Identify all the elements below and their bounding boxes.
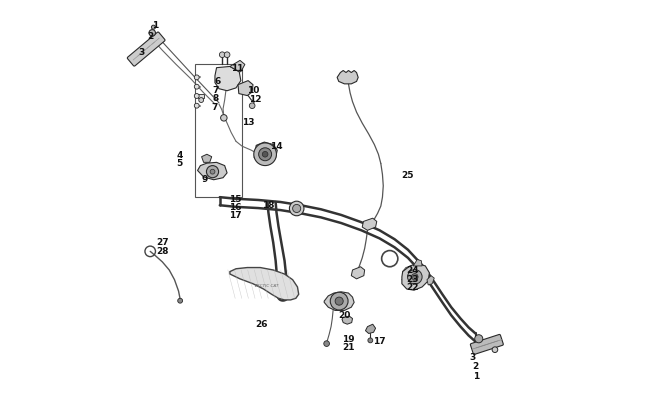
Polygon shape <box>337 71 358 85</box>
Text: 13: 13 <box>242 117 255 126</box>
Circle shape <box>220 53 225 58</box>
Circle shape <box>207 166 218 178</box>
Polygon shape <box>230 61 245 72</box>
Circle shape <box>194 94 199 99</box>
Polygon shape <box>198 94 205 98</box>
Circle shape <box>194 85 199 90</box>
Text: 25: 25 <box>401 171 413 179</box>
Circle shape <box>292 205 301 213</box>
Text: 27: 27 <box>156 238 168 247</box>
Text: 1: 1 <box>152 21 158 30</box>
Text: 17: 17 <box>372 336 385 345</box>
Text: 26: 26 <box>255 319 268 328</box>
Polygon shape <box>238 81 253 96</box>
Text: ARCTIC CAT: ARCTIC CAT <box>254 283 279 287</box>
Circle shape <box>289 202 304 216</box>
Polygon shape <box>215 67 241 92</box>
Text: 16: 16 <box>229 202 241 211</box>
Polygon shape <box>230 268 299 300</box>
Text: 3: 3 <box>470 352 476 361</box>
Circle shape <box>408 270 422 284</box>
Text: 4: 4 <box>176 150 183 159</box>
Circle shape <box>474 335 483 343</box>
Text: 14: 14 <box>270 141 283 151</box>
Text: 15: 15 <box>229 195 241 204</box>
Text: 2: 2 <box>147 32 153 40</box>
Polygon shape <box>202 155 212 163</box>
Circle shape <box>177 298 183 303</box>
Text: 17: 17 <box>229 210 241 219</box>
Text: 20: 20 <box>338 310 350 319</box>
Polygon shape <box>254 143 278 163</box>
Circle shape <box>335 297 343 305</box>
Text: 3: 3 <box>138 48 144 57</box>
Text: 7: 7 <box>213 86 219 95</box>
Polygon shape <box>413 260 422 266</box>
Circle shape <box>194 104 199 109</box>
Circle shape <box>220 115 227 122</box>
Text: 8: 8 <box>213 94 219 103</box>
FancyBboxPatch shape <box>127 33 165 67</box>
Circle shape <box>254 143 276 166</box>
Circle shape <box>259 148 272 161</box>
Text: 10: 10 <box>247 86 260 95</box>
Text: 18: 18 <box>263 200 275 209</box>
Polygon shape <box>198 163 227 180</box>
Circle shape <box>194 76 199 81</box>
Text: 28: 28 <box>156 247 168 256</box>
Polygon shape <box>402 264 430 290</box>
Circle shape <box>151 26 155 30</box>
Circle shape <box>224 53 230 58</box>
Polygon shape <box>342 316 352 324</box>
Polygon shape <box>365 324 376 334</box>
FancyBboxPatch shape <box>471 335 503 354</box>
Text: 21: 21 <box>342 343 354 352</box>
Circle shape <box>263 152 268 158</box>
Text: 23: 23 <box>406 274 419 283</box>
Circle shape <box>368 338 372 343</box>
Circle shape <box>330 292 348 310</box>
Polygon shape <box>324 292 354 311</box>
Text: 2: 2 <box>473 362 479 371</box>
Text: 5: 5 <box>176 158 183 167</box>
Text: 22: 22 <box>406 282 419 291</box>
Polygon shape <box>427 276 434 285</box>
Circle shape <box>324 341 330 347</box>
Polygon shape <box>362 219 377 231</box>
Circle shape <box>210 170 215 175</box>
Circle shape <box>492 347 498 353</box>
Text: 11: 11 <box>231 64 244 73</box>
Text: 24: 24 <box>406 266 419 275</box>
Text: 12: 12 <box>249 95 261 104</box>
Polygon shape <box>351 267 365 279</box>
Text: 1: 1 <box>473 371 479 380</box>
Text: 9: 9 <box>202 175 208 183</box>
Circle shape <box>199 98 203 103</box>
Text: 19: 19 <box>342 335 355 343</box>
Circle shape <box>411 274 418 280</box>
Circle shape <box>149 30 155 37</box>
Circle shape <box>250 104 255 109</box>
Text: 7: 7 <box>211 103 217 112</box>
Text: 6: 6 <box>215 77 221 86</box>
